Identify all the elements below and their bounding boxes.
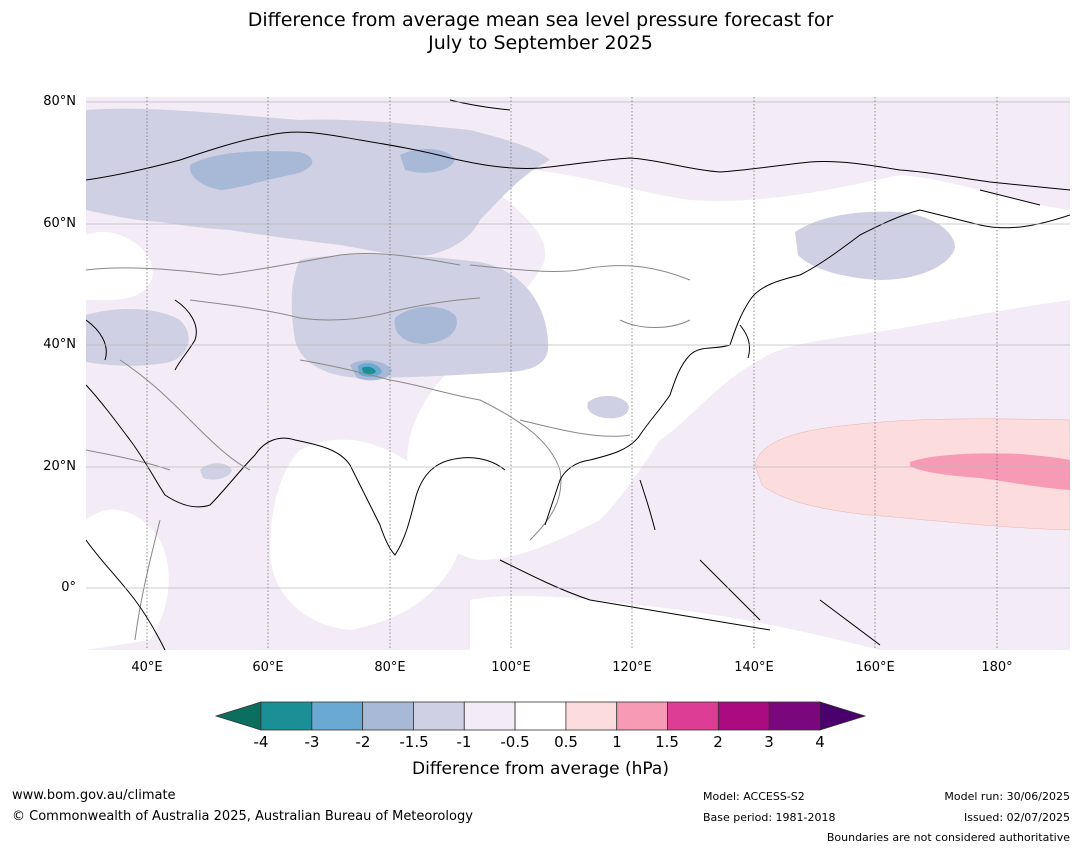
colorbar-bins bbox=[260, 701, 821, 731]
colorbar-tick: -0.5 bbox=[500, 733, 530, 751]
neutral-region-indian-ocean bbox=[270, 439, 460, 630]
lon-label-120e: 120°E bbox=[612, 660, 652, 675]
lon-label-80e: 80°E bbox=[374, 660, 406, 675]
lon-label-100e: 100°E bbox=[491, 660, 531, 675]
colorbar-tick: 3 bbox=[764, 733, 774, 751]
positive-region-pacific bbox=[754, 418, 1070, 531]
negative-region-north bbox=[86, 108, 550, 256]
negative-region-core-teal bbox=[362, 366, 376, 375]
colorbar-bin bbox=[717, 701, 770, 731]
lon-label-180: 180° bbox=[981, 660, 1013, 675]
positive-region-pacific-core bbox=[910, 453, 1070, 490]
colorbar-tick: 1.5 bbox=[655, 733, 679, 751]
colorbar-bin bbox=[362, 701, 414, 731]
negative-region-china bbox=[587, 395, 629, 419]
colorbar-tick: 0.5 bbox=[554, 733, 578, 751]
lon-label-60e: 60°E bbox=[252, 660, 284, 675]
colorbar-tick: -3 bbox=[304, 733, 320, 751]
title-line-1: Difference from average mean sea level p… bbox=[247, 9, 834, 31]
lon-label-140e: 140°E bbox=[734, 660, 774, 675]
colorbar-tick: 4 bbox=[815, 733, 825, 751]
footer-copyright: © Commonwealth of Australia 2025, Austra… bbox=[12, 809, 473, 824]
latitude-gridlines bbox=[86, 101, 1070, 589]
footer-base-period: Base period: 1981-2018 bbox=[703, 811, 836, 824]
title-line-2: July to September 2025 bbox=[428, 32, 653, 54]
colorbar-bin bbox=[667, 701, 719, 731]
lat-label-0: 0° bbox=[61, 580, 76, 595]
colorbar-tick: 1 bbox=[612, 733, 622, 751]
colorbar-tick: -1 bbox=[456, 733, 472, 751]
lon-label-40e: 40°E bbox=[131, 660, 163, 675]
footer-issued: Issued: 02/07/2025 bbox=[963, 811, 1070, 824]
neutral-region-africa bbox=[86, 509, 169, 650]
longitude-gridlines bbox=[146, 97, 998, 650]
colorbar-bin bbox=[768, 701, 821, 731]
lon-label-160e: 160°E bbox=[855, 660, 895, 675]
negative-region-far-east bbox=[795, 211, 955, 280]
footer-model: Model: ACCESS-S2 bbox=[703, 790, 805, 803]
footer-model-run: Model run: 30/06/2025 bbox=[944, 790, 1070, 803]
negative-region-west bbox=[86, 308, 189, 366]
colorbar-bin bbox=[311, 701, 364, 731]
negative-region-strong-central bbox=[394, 306, 457, 344]
colorbar-tick: -4 bbox=[253, 733, 269, 751]
colorbar-title: Difference from average (hPa) bbox=[412, 759, 669, 779]
colorbar-under-arrow bbox=[214, 701, 262, 731]
colorbar-bin bbox=[514, 701, 567, 731]
neutral-region-south bbox=[470, 595, 880, 650]
colorbar bbox=[214, 701, 867, 731]
colorbar-tick: -2 bbox=[355, 733, 371, 751]
coastlines bbox=[86, 99, 1070, 650]
negative-region-strong-siberia bbox=[189, 151, 313, 190]
lat-label-20n: 20°N bbox=[43, 459, 76, 474]
footer-disclaimer: Boundaries are not considered authoritat… bbox=[826, 831, 1070, 844]
colorbar-bin bbox=[463, 701, 516, 731]
colorbar-bin bbox=[260, 701, 313, 731]
map-title: Difference from average mean sea level p… bbox=[0, 9, 1081, 55]
colorbar-over-arrow bbox=[819, 701, 867, 731]
colorbar-bin bbox=[413, 701, 465, 731]
lat-label-40n: 40°N bbox=[43, 337, 76, 352]
footer-website: www.bom.gov.au/climate bbox=[12, 788, 176, 803]
colorbar-bin bbox=[565, 701, 618, 731]
lat-label-80n: 80°N bbox=[43, 94, 76, 109]
colorbar-tick: -1.5 bbox=[399, 733, 429, 751]
colorbar-bin bbox=[616, 701, 668, 731]
colorbar-tick: 2 bbox=[713, 733, 723, 751]
neutral-region-west bbox=[86, 231, 153, 300]
lat-label-60n: 60°N bbox=[43, 216, 76, 231]
negative-region-strong-ural bbox=[400, 148, 455, 173]
map-plot-area bbox=[86, 97, 1070, 650]
